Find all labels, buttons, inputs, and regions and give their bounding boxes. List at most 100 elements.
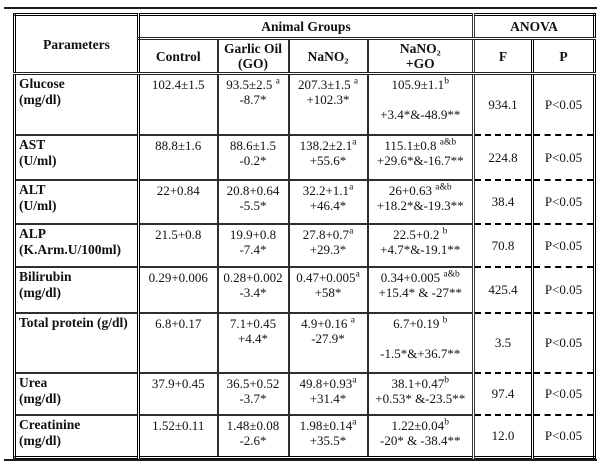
mean-sd-value: 49.8+0.93 [299, 375, 353, 391]
group-value-cell: 88.6±1.5 -0.2* [216, 134, 289, 181]
mean-sd-value: 1.22±0.04 [391, 417, 445, 433]
mean-sd-line: 7.1+0.45 [220, 316, 287, 331]
bottom-rule [4, 459, 597, 461]
control-value-cell: 88.8±1.6 [137, 134, 218, 181]
mean-sd-line: 1.98±0.14a [291, 417, 366, 433]
header-col-garlic-oil: Garlic Oil (GO) [216, 38, 289, 75]
table-row: ALT (U/ml) 22+0.84 20.8+0.64 -5.5* 32.2+1.1a… [14, 179, 595, 225]
mean-sd-line: 32.2+1.1a [291, 182, 366, 198]
group-value-cell: 138.2±2.1a +55.6* [287, 134, 368, 181]
group-value-cell: 36.5+0.52 -3.7* [216, 372, 289, 416]
significance-superscript: a [349, 182, 354, 193]
group-value-cell: 26+0.63 a&b +18.2*&-19.3** [366, 179, 474, 225]
header-animal-groups: Animal Groups [137, 14, 474, 40]
mean-sd-value: 20.8+0.64 [226, 182, 280, 198]
significance-superscript: a [349, 226, 354, 237]
mean-sd-line: 93.5±2.5 a [220, 77, 287, 92]
significance-superscript: a [275, 76, 280, 87]
f-value-cell: 38.4 [472, 179, 533, 225]
p-value-cell: P<0.05 [531, 134, 595, 181]
percent-change: +15.4* & -27** [378, 284, 463, 300]
control-value-cell: 21.5+0.8 [137, 223, 218, 268]
significance-superscript: a&b [439, 137, 457, 148]
mean-sd-value: 0.34+0.005 [380, 269, 444, 285]
header-col-control: Control [137, 38, 218, 75]
header-row-columns: Control Garlic Oil (GO) NaNO₂ NaNO₂ +GO … [15, 38, 595, 75]
mean-sd-value: 93.5±2.5 [226, 77, 276, 92]
percent-change: +35.5* [309, 432, 347, 448]
p-value-cell: P<0.05 [531, 223, 595, 268]
percent-change: -5.5* [239, 197, 267, 213]
mean-sd-value: 26+0.63 [388, 182, 436, 198]
mean-sd-line: 0.28+0.002 [220, 270, 287, 285]
param-cell: Urea (mg/dl) [14, 372, 139, 416]
param-cell: Bilirubin (mg/dl) [14, 266, 139, 314]
table-row: Bilirubin (mg/dl) 0.29+0.006 0.28+0.002 -3.… [14, 266, 595, 314]
group-value-cell: 49.8+0.93a +31.4* [287, 372, 368, 416]
f-value-cell: 425.4 [472, 266, 533, 314]
p-value-cell: P<0.05 [531, 266, 595, 314]
f-value-cell: 224.8 [472, 134, 533, 181]
table-row: Urea (mg/dl) 37.9+0.45 36.5+0.52 -3.7* 49.8+… [14, 372, 595, 416]
group-value-cell: 38.1+0.47b +0.53* &-23.5** [366, 372, 474, 416]
mean-sd-line: 0.34+0.005 a&b [370, 269, 472, 285]
mean-sd-line: 1.22±0.04b [370, 417, 472, 433]
mean-sd-line: 115.1±0.8 a&b [370, 137, 472, 152]
mean-sd-value: 207.3±1.5 [297, 77, 354, 92]
significance-superscript: b [442, 226, 448, 237]
mean-sd-line: 27.8+0.7a [291, 226, 366, 242]
percent-change: +46.4* [309, 197, 347, 213]
mean-sd-value: 32.2+1.1 [302, 182, 350, 198]
group-value-cell: 0.28+0.002 -3.4* [216, 266, 289, 314]
group-value-cell: 115.1±0.8 a&b +29.6*&-16.7** [366, 134, 474, 181]
group-value-cell: 22.5+0.2 b +4.7*&-19.1** [366, 223, 474, 268]
percent-change: +102.3* [306, 92, 350, 107]
group-value-cell: 6.7+0.19 b -1.5*&+36.7** [366, 312, 474, 374]
percent-change: +29.3* [309, 241, 347, 257]
mean-sd-line: 207.3±1.5 a [291, 77, 366, 92]
mean-sd-value: 22.5+0.2 [393, 226, 443, 242]
significance-superscript: a [352, 417, 357, 428]
param-cell: Glucose (mg/dl) [14, 73, 139, 136]
header-col-nano2-go: NaNO₂ +GO [366, 38, 474, 75]
percent-change: +0.53* &-23.5** [375, 390, 466, 406]
mean-sd-value: 1.48±0.08 [226, 417, 280, 433]
mean-sd-value: 36.5+0.52 [226, 375, 280, 391]
p-value-cell: P<0.05 [531, 414, 595, 458]
percent-change: -7.4* [239, 241, 267, 257]
percent-change: +31.4* [309, 390, 347, 406]
param-cell: Creatinine (mg/dl) [19, 416, 81, 448]
header-row-groups: Parameters Animal Groups ANOVA [14, 14, 595, 75]
percent-change: -3.4* [239, 284, 267, 300]
group-value-cell: 1.22±0.04b -20* & -38.4** [366, 414, 474, 458]
param-cell: ALP (K.Arm.U/100ml) [14, 223, 139, 268]
f-value-cell: 97.4 [472, 372, 533, 416]
param-cell: ALT (U/ml) [14, 179, 139, 225]
significance-superscript: a [355, 269, 360, 280]
group-value-cell: 1.48±0.08 -2.6* [216, 414, 289, 458]
percent-change: +18.2*&-19.3** [376, 197, 464, 213]
percent-change: +4.4* [237, 330, 269, 346]
mean-sd-value: 6.7+0.19 [393, 315, 443, 331]
group-value-cell: 32.2+1.1a +46.4* [287, 179, 368, 225]
control-value-cell: 37.9+0.45 [137, 372, 218, 416]
percent-change: -2.6* [239, 432, 267, 448]
mean-sd-line: 19.9+0.8 [220, 227, 287, 242]
mean-sd-line: 1.48±0.08 [220, 418, 287, 433]
mean-sd-value: 1.98±0.14 [299, 417, 353, 433]
mean-sd-line: 38.1+0.47b [370, 375, 472, 390]
header-col-nano2: NaNO₂ [287, 38, 368, 75]
param-cell: Total protein (g/dl) [14, 312, 139, 374]
param-cell: AST (U/ml) [14, 134, 139, 181]
f-value-cell: 70.8 [472, 223, 533, 268]
header-anova: ANOVA [472, 14, 595, 40]
top-rule [4, 7, 597, 9]
mean-sd-line: 49.8+0.93a [291, 375, 366, 391]
group-value-cell: 93.5±2.5 a -8.7* [216, 73, 289, 136]
percent-change: +55.6* [309, 152, 347, 168]
p-value-cell: P<0.05 [531, 312, 595, 374]
mean-sd-value: 4.9+0.16 [301, 315, 351, 331]
mean-sd-value: 19.9+0.8 [229, 226, 277, 242]
mean-sd-line: 6.7+0.19 b [370, 315, 472, 331]
mean-sd-value: 27.8+0.7 [302, 226, 350, 242]
